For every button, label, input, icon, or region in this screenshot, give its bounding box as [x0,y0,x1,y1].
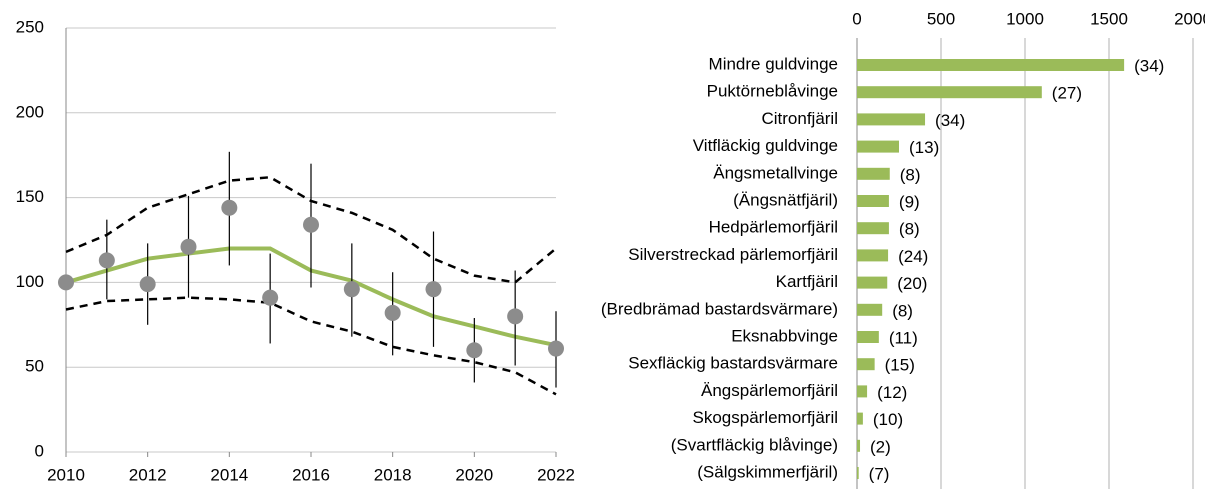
y-tick-label: 250 [16,17,44,36]
data-point [98,252,115,269]
data-point [384,304,401,321]
category-label: Citronfjäril [761,109,838,128]
x-tick-label: 2010 [47,465,85,484]
count-label: (11) [889,328,918,347]
x-tick-label: 2014 [210,465,248,484]
count-label: (8) [899,220,920,239]
y-tick-label: 50 [25,357,44,376]
count-label: (9) [899,192,920,211]
category-label: (Svartfläckig blåvinge) [671,435,838,454]
count-label: (2) [870,437,891,456]
category-label: Hedpärlemorfjäril [709,218,838,237]
category-label: Eksnabbvinge [731,326,838,345]
data-point [548,340,564,357]
x-tick-label: 2020 [455,465,493,484]
category-label: Sexfläckig bastardsvärmare [628,354,838,373]
data-point [343,281,360,298]
x-tick-label: 2022 [537,465,575,484]
count-label: (10) [873,410,903,429]
data-point [262,289,279,306]
bar [857,249,889,262]
data-point [139,276,156,293]
y-tick-label: 200 [16,102,44,121]
category-label: Skogspärlemorfjäril [693,408,839,427]
bar [857,195,889,207]
count-label: (13) [909,138,939,157]
bar [857,222,889,235]
data-point [221,199,238,216]
lower-band [65,296,557,396]
count-label: (34) [1134,56,1164,75]
bar [857,358,875,371]
y-tick-label: 0 [35,441,44,460]
bar [857,412,863,425]
x-tick-label: 1000 [1006,9,1044,28]
category-label: Vitfläckig guldvinge [693,136,838,155]
bar [857,167,890,180]
count-label: (7) [869,464,890,483]
x-tick-label: 2012 [129,465,167,484]
count-label: (15) [885,356,915,375]
bar [857,467,859,479]
x-tick-label: 2018 [374,465,412,484]
x-tick-label: 1500 [1090,9,1128,28]
category-label: (Sälgskimmerfjäril) [697,462,838,481]
y-tick-label: 150 [16,187,44,206]
bar [857,86,1042,99]
count-label: (20) [897,274,927,293]
data-point [58,274,74,291]
category-label: Kartfjäril [776,272,838,291]
category-label: Mindre guldvinge [709,54,838,73]
bar [857,59,1125,71]
bar [857,276,888,289]
category-label: (Bredbrämad bastardsvärmare) [601,299,838,318]
y-tick-label: 100 [16,272,44,291]
count-label: (8) [900,165,921,184]
x-tick-label: 2000 [1174,9,1205,28]
data-point [180,238,197,255]
x-tick-label: 500 [927,9,955,28]
count-label: (12) [877,383,907,402]
count-label: (27) [1052,84,1082,103]
bar [857,113,926,126]
category-label: Puktörneblåvinge [707,82,838,101]
data-point [466,342,483,359]
category-label: (Ängsnätfjäril) [733,190,838,209]
bar [857,439,861,452]
bar [857,303,883,316]
category-label: Ängspärlemorfjäril [701,381,838,400]
bar [857,385,868,398]
x-tick-label: 2016 [292,465,330,484]
data-point [303,216,319,233]
data-point [507,308,524,325]
count-label: (24) [898,247,928,266]
category-label: Silverstreckad pärlemorfjäril [628,245,838,264]
x-tick-label: 0 [852,9,861,28]
bar [857,140,899,153]
category-label: Ängsmetallvinge [713,163,838,182]
data-point [425,281,442,298]
bar [857,331,879,343]
count-label: (34) [935,111,965,130]
count-label: (8) [892,301,913,320]
